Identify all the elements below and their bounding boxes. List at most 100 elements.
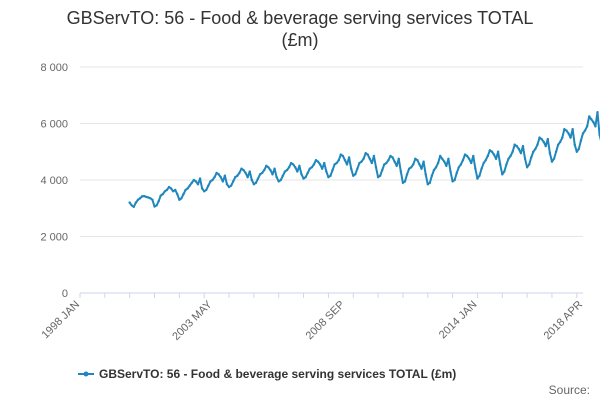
data-point[interactable]: [565, 129, 568, 132]
data-point[interactable]: [472, 154, 475, 158]
data-point[interactable]: [378, 174, 382, 177]
data-point[interactable]: [335, 161, 338, 165]
data-point[interactable]: [140, 195, 144, 198]
data-point[interactable]: [567, 132, 570, 135]
data-point[interactable]: [265, 164, 268, 168]
data-point[interactable]: [399, 170, 403, 173]
data-point[interactable]: [370, 161, 374, 165]
data-point[interactable]: [225, 183, 229, 186]
data-point[interactable]: [298, 164, 301, 168]
data-point[interactable]: [476, 177, 479, 180]
data-point[interactable]: [581, 132, 585, 135]
data-point[interactable]: [405, 173, 409, 176]
data-point[interactable]: [536, 143, 539, 146]
data-point[interactable]: [488, 149, 492, 152]
source-credit[interactable]: Source:: [549, 383, 590, 397]
data-point[interactable]: [155, 204, 158, 207]
data-point[interactable]: [184, 188, 187, 192]
data-point[interactable]: [563, 127, 566, 131]
data-point[interactable]: [428, 181, 432, 185]
data-point[interactable]: [552, 157, 556, 161]
data-point[interactable]: [424, 173, 427, 176]
data-point[interactable]: [573, 143, 576, 146]
data-point[interactable]: [484, 159, 487, 162]
data-point[interactable]: [147, 196, 150, 199]
data-point[interactable]: [240, 167, 243, 170]
data-point[interactable]: [443, 160, 446, 163]
data-point[interactable]: [213, 175, 216, 179]
data-point[interactable]: [548, 151, 552, 155]
data-point[interactable]: [186, 187, 189, 190]
data-point[interactable]: [211, 178, 214, 182]
data-point[interactable]: [461, 159, 465, 162]
data-point[interactable]: [449, 170, 452, 173]
data-point[interactable]: [395, 164, 398, 168]
data-point[interactable]: [238, 171, 241, 175]
data-point[interactable]: [401, 181, 405, 185]
data-point[interactable]: [550, 160, 554, 163]
data-point[interactable]: [457, 166, 460, 169]
data-point[interactable]: [381, 168, 384, 172]
data-point[interactable]: [312, 163, 316, 166]
data-point[interactable]: [465, 154, 469, 158]
data-point[interactable]: [358, 161, 361, 165]
data-point[interactable]: [192, 178, 196, 182]
data-point[interactable]: [341, 154, 345, 158]
data-point[interactable]: [527, 163, 531, 166]
data-point[interactable]: [132, 205, 136, 209]
data-point[interactable]: [474, 167, 477, 170]
data-point[interactable]: [138, 197, 142, 200]
data-point[interactable]: [209, 180, 212, 183]
data-point[interactable]: [314, 159, 318, 162]
data-point[interactable]: [414, 157, 417, 161]
data-point[interactable]: [327, 175, 330, 179]
data-point[interactable]: [142, 194, 146, 198]
data-point[interactable]: [331, 168, 334, 172]
data-point[interactable]: [409, 166, 413, 169]
data-point[interactable]: [188, 184, 191, 187]
data-point[interactable]: [387, 159, 390, 162]
data-point[interactable]: [229, 184, 233, 187]
data-point[interactable]: [345, 163, 349, 166]
data-point[interactable]: [283, 170, 287, 173]
data-point[interactable]: [300, 173, 303, 176]
data-point[interactable]: [430, 174, 434, 177]
data-point[interactable]: [438, 154, 442, 158]
data-point[interactable]: [354, 173, 357, 176]
data-point[interactable]: [161, 192, 164, 196]
data-point[interactable]: [525, 166, 529, 169]
data-point[interactable]: [556, 143, 560, 146]
data-point[interactable]: [242, 168, 245, 172]
data-point[interactable]: [171, 190, 175, 193]
data-point[interactable]: [534, 147, 537, 151]
data-point[interactable]: [540, 137, 543, 141]
data-point[interactable]: [196, 183, 200, 186]
data-point[interactable]: [223, 174, 227, 177]
data-point[interactable]: [289, 161, 293, 165]
data-point[interactable]: [385, 161, 388, 165]
data-point[interactable]: [530, 156, 533, 159]
data-point[interactable]: [434, 166, 438, 169]
data-point[interactable]: [157, 199, 160, 203]
data-point[interactable]: [389, 154, 392, 158]
data-point[interactable]: [554, 150, 558, 153]
data-point[interactable]: [412, 163, 415, 166]
data-point[interactable]: [318, 163, 322, 166]
data-point[interactable]: [176, 192, 179, 196]
data-point[interactable]: [231, 180, 235, 183]
data-point[interactable]: [436, 161, 440, 165]
data-point[interactable]: [426, 183, 429, 186]
data-point[interactable]: [505, 163, 508, 166]
data-point[interactable]: [302, 177, 305, 180]
data-point[interactable]: [260, 171, 264, 175]
data-point[interactable]: [517, 147, 521, 151]
data-point[interactable]: [445, 164, 448, 168]
data-point[interactable]: [594, 125, 597, 128]
data-point[interactable]: [153, 205, 156, 208]
data-point[interactable]: [422, 160, 425, 163]
data-point[interactable]: [480, 167, 483, 170]
data-point[interactable]: [194, 180, 198, 183]
data-point[interactable]: [397, 157, 400, 161]
data-point[interactable]: [383, 163, 386, 166]
data-point[interactable]: [252, 183, 256, 186]
